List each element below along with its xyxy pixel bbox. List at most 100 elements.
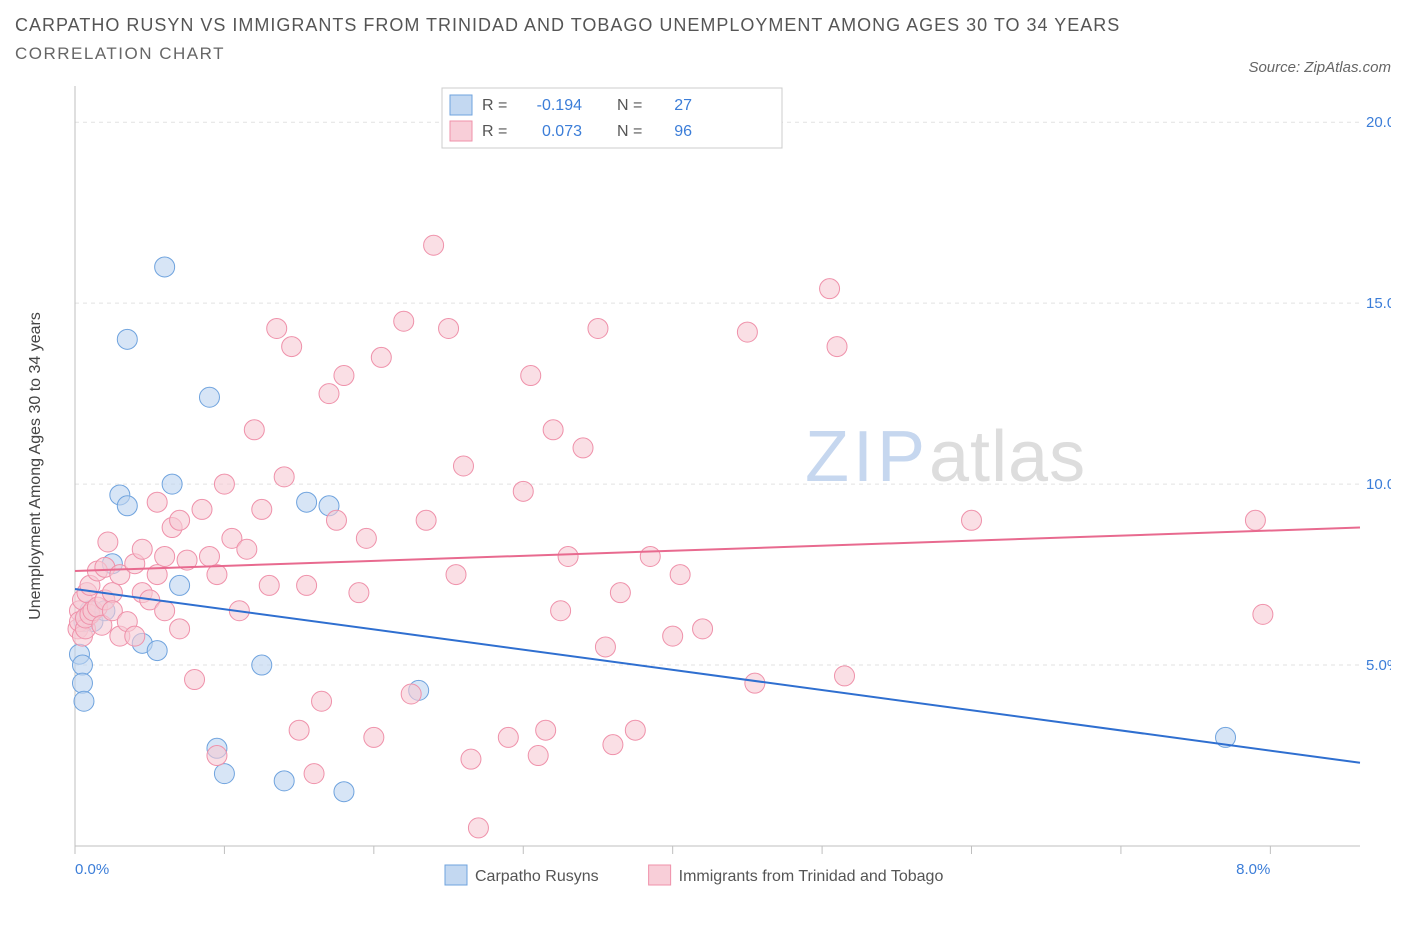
y-axis-label: Unemployment Among Ages 30 to 34 years [27,312,44,620]
data-point [125,626,145,646]
data-point [274,467,294,487]
trend-line [75,589,1360,763]
data-point [304,764,324,784]
data-point [319,384,339,404]
data-point [297,575,317,595]
data-point [214,474,234,494]
data-point [693,619,713,639]
data-point [326,510,346,530]
data-point [610,583,630,603]
data-point [207,746,227,766]
y-tick-label: 15.0% [1366,295,1391,312]
y-tick-label: 10.0% [1366,476,1391,493]
correlation-chart: 5.0% 10.0% 15.0% 20.0% 0.0% 8.0% Unemployment … [15,76,1391,906]
x-tick-label: 8.0% [1236,861,1270,878]
data-point [207,565,227,585]
y-tick-label: 20.0% [1366,114,1391,131]
data-point [72,655,92,675]
series-carpatho-rusyns [69,257,1235,802]
data-point [72,673,92,693]
data-point [170,619,190,639]
stats-n-value: 27 [674,97,692,114]
subtitle: CORRELATION CHART [15,44,225,64]
data-point [117,496,137,516]
data-point [199,546,219,566]
data-point [625,720,645,740]
data-point [745,673,765,693]
data-point [259,575,279,595]
data-point [132,539,152,559]
data-point [543,420,563,440]
data-point [192,499,212,519]
legend-swatch [450,95,472,115]
data-point [170,510,190,530]
stats-n-value: 96 [674,123,692,140]
source-label: Source: ZipAtlas.com [1248,59,1391,76]
legend-label: Immigrants from Trinidad and Tobago [679,868,944,885]
data-point [244,420,264,440]
data-point [237,539,257,559]
data-point [147,492,167,512]
data-point [528,746,548,766]
legend-label: Carpatho Rusyns [475,868,599,885]
data-point [558,546,578,566]
legend-swatch [445,865,467,885]
data-point [74,691,94,711]
data-point [453,456,473,476]
data-point [155,257,175,277]
data-point [603,735,623,755]
data-point [401,684,421,704]
data-point [214,764,234,784]
legend-swatch [649,865,671,885]
data-point [1245,510,1265,530]
chart-canvas: 5.0% 10.0% 15.0% 20.0% 0.0% 8.0% Unemployment … [15,76,1391,906]
legend-swatch [450,121,472,141]
data-point [521,366,541,386]
data-point [252,499,272,519]
stats-n-label: N = [617,97,642,114]
data-point [394,311,414,331]
data-point [962,510,982,530]
stats-r-value: -0.194 [537,97,582,114]
data-point [820,279,840,299]
data-point [199,387,219,407]
data-point [155,546,175,566]
stats-r-label: R = [482,123,507,140]
data-point [835,666,855,686]
data-point [416,510,436,530]
data-point [170,575,190,595]
data-point [446,565,466,585]
data-point [349,583,369,603]
data-point [356,528,376,548]
data-point [282,337,302,357]
data-point [371,347,391,367]
data-point [595,637,615,657]
data-point [364,727,384,747]
data-point [147,641,167,661]
data-point [185,670,205,690]
data-point [588,318,608,338]
y-tick-label: 5.0% [1366,657,1391,674]
data-point [536,720,556,740]
data-point [498,727,518,747]
stats-r-value: 0.073 [542,123,582,140]
title: CARPATHO RUSYN VS IMMIGRANTS FROM TRINID… [15,15,1391,36]
data-point [439,318,459,338]
data-point [252,655,272,675]
data-point [155,601,175,621]
data-point [274,771,294,791]
data-point [670,565,690,585]
data-point [297,492,317,512]
data-point [1253,604,1273,624]
x-tick-label: 0.0% [75,861,109,878]
stats-n-label: N = [617,123,642,140]
data-point [513,481,533,501]
data-point [827,337,847,357]
data-point [424,235,444,255]
data-point [468,818,488,838]
data-point [663,626,683,646]
data-point [461,749,481,769]
data-point [312,691,332,711]
data-point [551,601,571,621]
data-point [640,546,660,566]
